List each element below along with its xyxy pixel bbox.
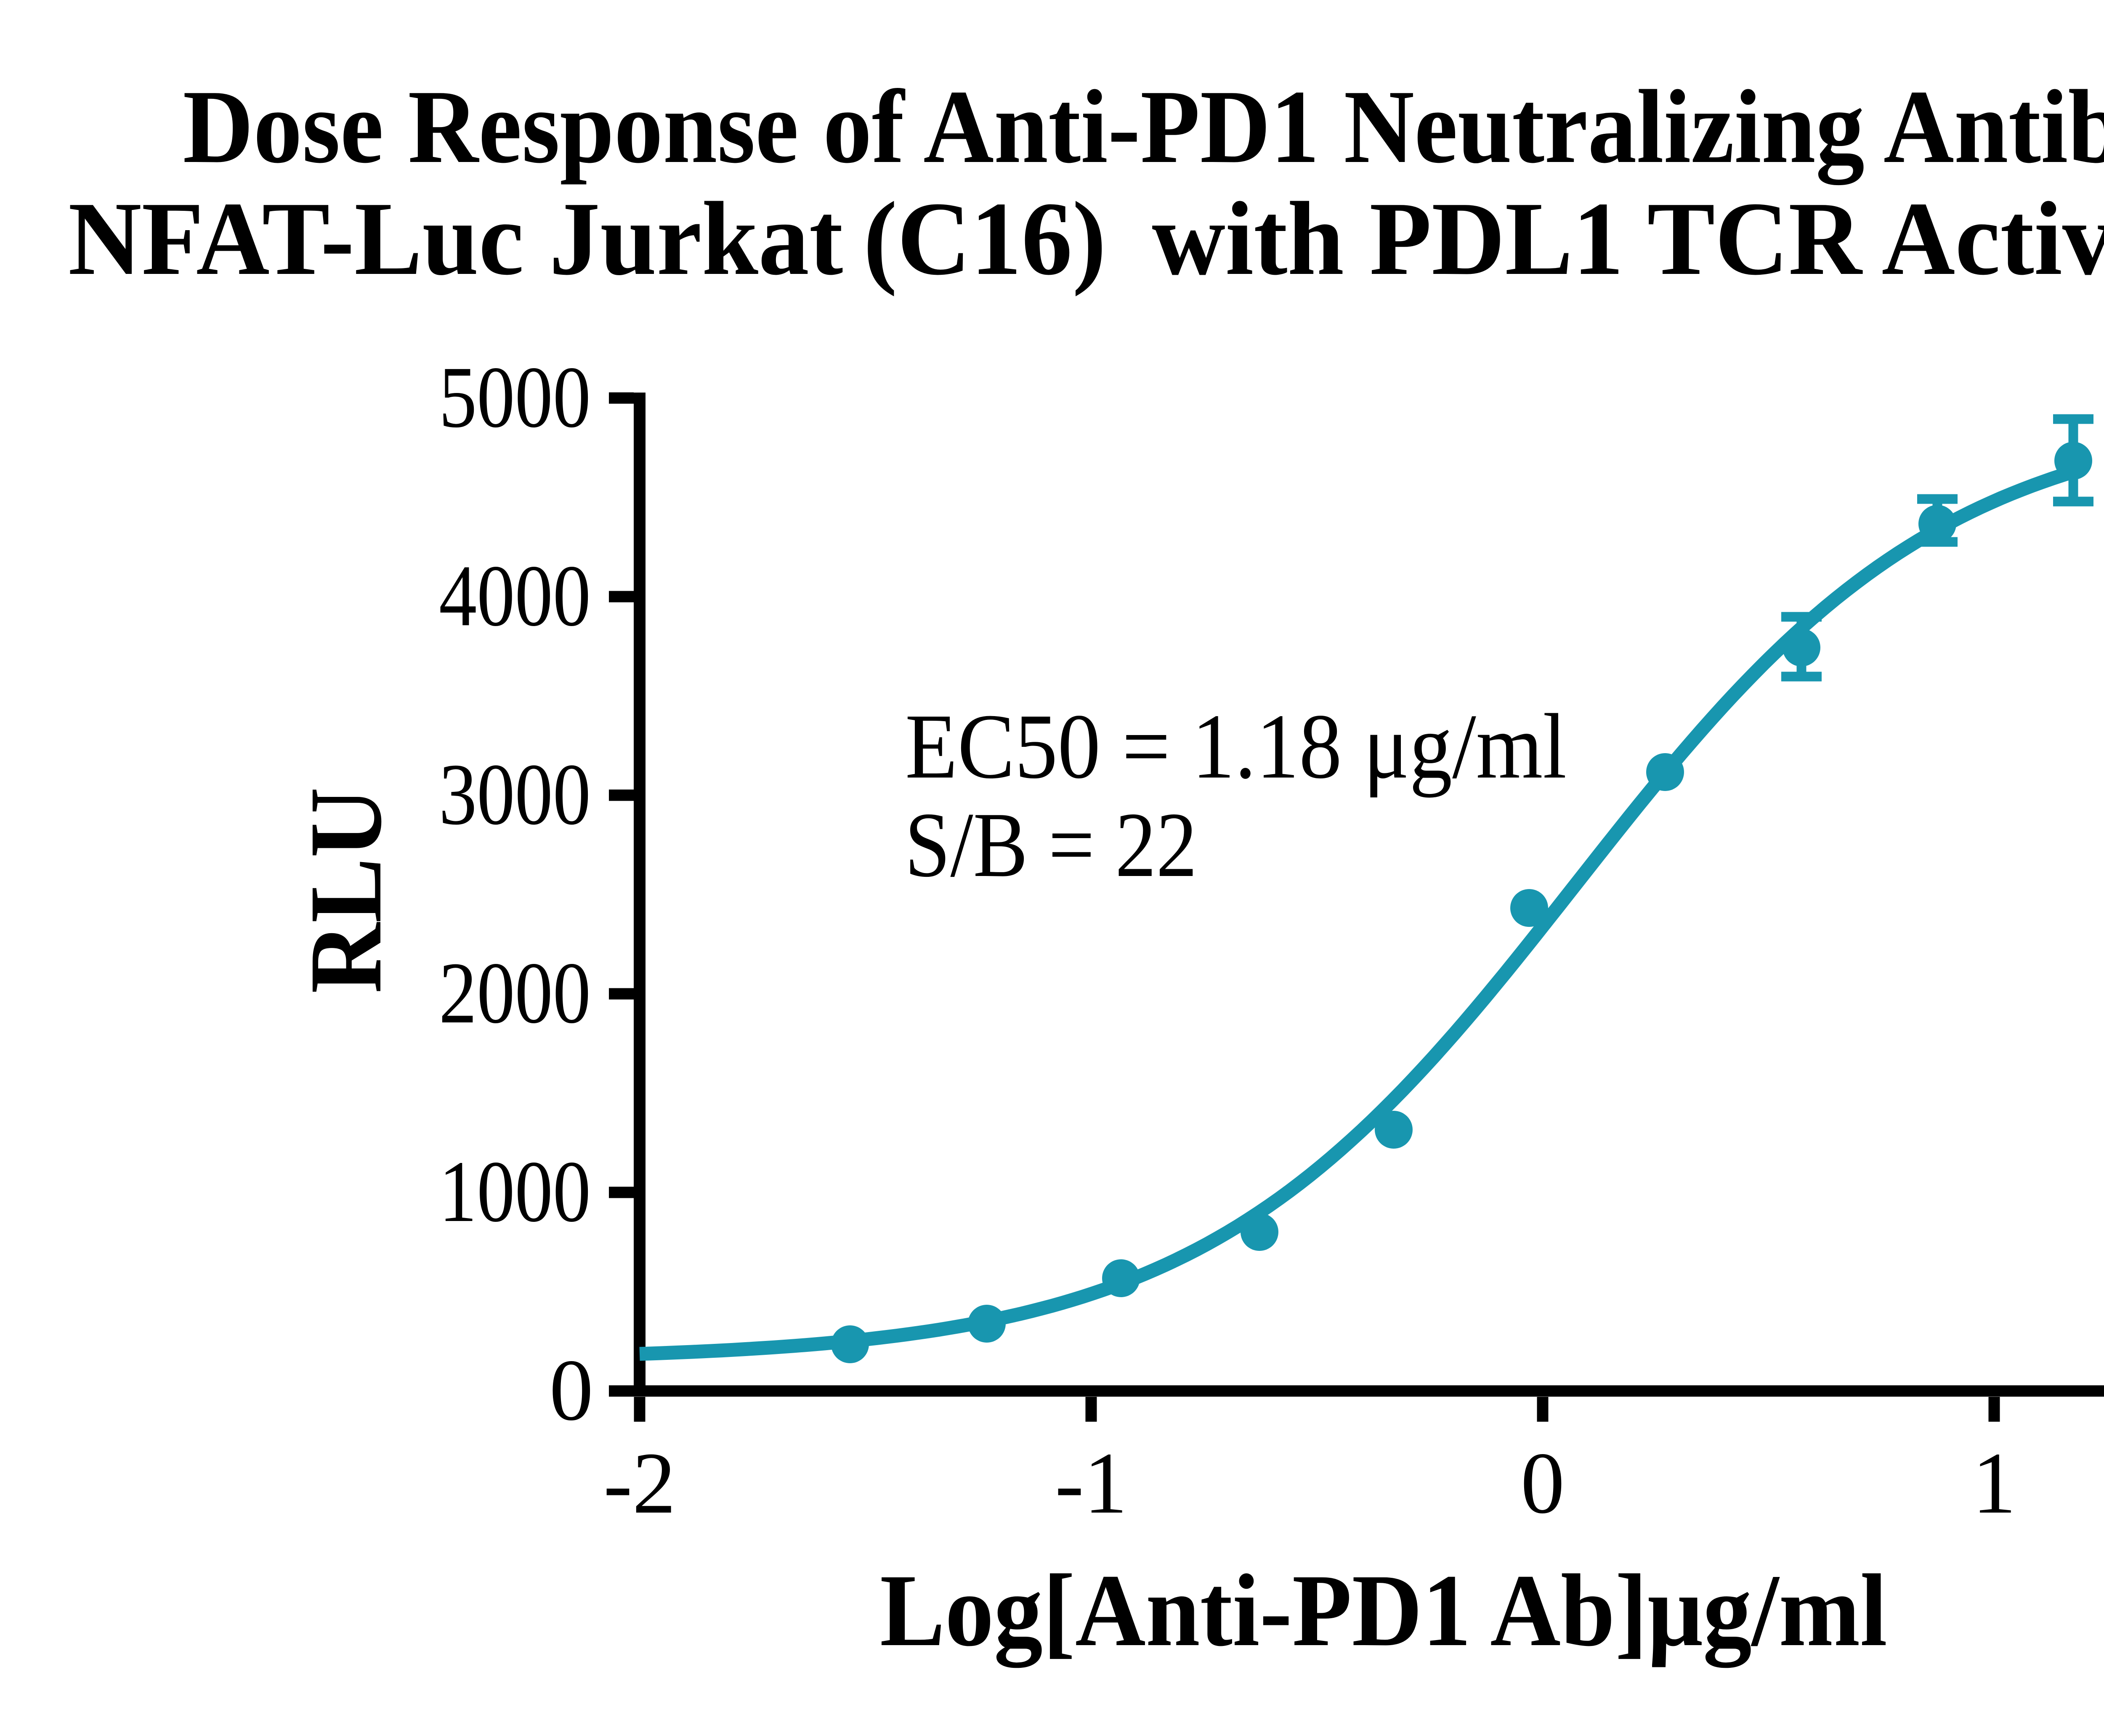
svg-text:2000: 2000 [439,945,591,1042]
svg-text:S/B = 22: S/B = 22 [905,793,1197,896]
svg-text:-2: -2 [603,1435,676,1532]
svg-text:1000: 1000 [439,1143,591,1240]
svg-text:0: 0 [550,1342,594,1439]
svg-text:1: 1 [1972,1435,2016,1532]
svg-text:3000: 3000 [439,746,591,843]
svg-text:Dose Response of Anti-PD1 Neut: Dose Response of Anti-PD1 Neutralizing A… [183,69,2104,185]
svg-text:Log[Anti-PD1 Ab]μg/ml: Log[Anti-PD1 Ab]μg/ml [880,1553,1887,1668]
svg-text:EC50 = 1.18 μg/ml: EC50 = 1.18 μg/ml [905,695,1567,798]
svg-text:-1: -1 [1055,1435,1127,1532]
svg-text:RLU: RLU [289,787,403,993]
svg-text:NFAT-Luc Jurkat (C16) with PD: NFAT-Luc Jurkat (C16) with PDL1 TCR Acti… [68,181,2104,297]
svg-text:0: 0 [1521,1435,1565,1532]
svg-text:5000: 5000 [439,349,591,446]
svg-text:4000: 4000 [439,547,591,645]
